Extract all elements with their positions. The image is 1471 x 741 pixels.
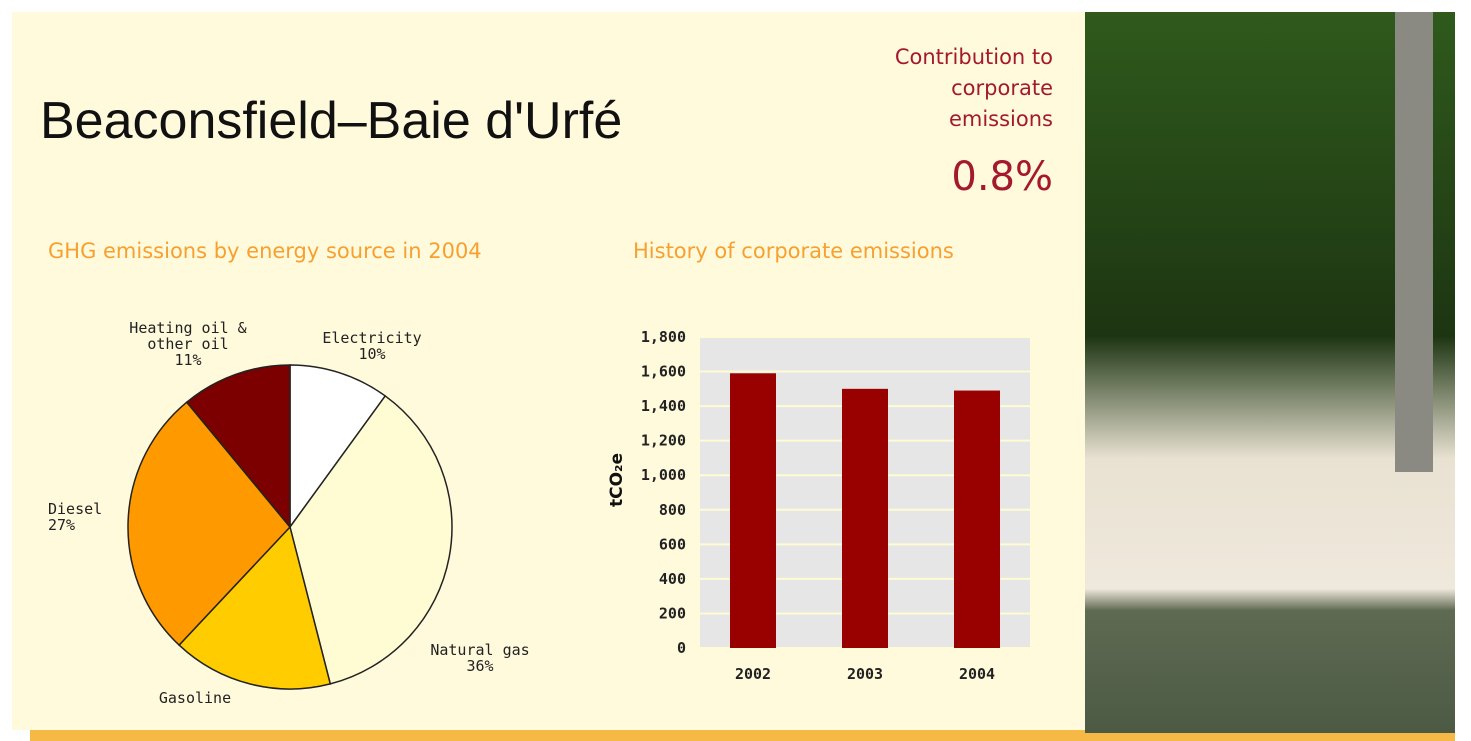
pie-label: Diesel 27% bbox=[48, 501, 168, 533]
y-tick-label: 1,400 bbox=[641, 397, 686, 415]
x-tick-label: 2002 bbox=[735, 665, 771, 683]
y-tick-label: 1,600 bbox=[641, 363, 686, 381]
pie-slice bbox=[289, 364, 387, 530]
contribution-label: Contribution to corporate emissions bbox=[894, 45, 1053, 131]
pie-label: Electricity 10% bbox=[312, 330, 432, 362]
pie-label-value: 36% bbox=[466, 657, 494, 675]
photo bbox=[1085, 12, 1455, 733]
pie-label: Natural gas 36% bbox=[420, 642, 540, 674]
page-title: Beaconsfield–Baie d'Urfé bbox=[40, 92, 622, 150]
bar bbox=[842, 388, 888, 648]
pie-label-value: 11% bbox=[174, 351, 202, 369]
pie-label: Gasoline bbox=[135, 690, 255, 706]
bar bbox=[730, 373, 776, 648]
pie-label-name: Diesel bbox=[48, 500, 103, 518]
bar bbox=[954, 390, 1000, 648]
x-tick-label: 2003 bbox=[847, 665, 883, 683]
y-tick-label: 1,000 bbox=[641, 466, 686, 484]
y-tick-label: 200 bbox=[659, 604, 686, 622]
chart-title: GHG emissions by energy source in 2004 bbox=[48, 239, 482, 263]
pie-label-value: 27% bbox=[48, 516, 76, 534]
y-tick-label: 400 bbox=[659, 570, 686, 588]
pie-slice bbox=[127, 401, 291, 647]
pie-slice bbox=[185, 364, 291, 530]
y-tick-label: 600 bbox=[659, 535, 686, 553]
pie-label-name: Natural gas bbox=[430, 641, 530, 659]
pie-label-name: Electricity bbox=[322, 329, 422, 347]
pie-slice bbox=[178, 525, 332, 690]
pie-label-value: 10% bbox=[358, 345, 386, 363]
y-tick-label: 1,200 bbox=[641, 432, 686, 450]
pie-label: Heating oil & other oil 11% bbox=[128, 320, 248, 368]
contribution-value: 0.8% bbox=[951, 154, 1053, 200]
y-tick-label: 800 bbox=[659, 501, 686, 519]
x-tick-label: 2004 bbox=[959, 665, 995, 683]
pie-slice bbox=[289, 394, 453, 685]
y-tick-label: 1,800 bbox=[641, 328, 686, 346]
photo-tree bbox=[1395, 12, 1433, 472]
chart-title: History of corporate emissions bbox=[633, 239, 954, 263]
pie-label-name: Gasoline bbox=[158, 689, 232, 707]
y-axis-label: tCO₂e bbox=[607, 453, 627, 507]
pie-label-name: Heating oil & other oil bbox=[129, 319, 247, 353]
y-tick-label: 0 bbox=[677, 639, 686, 657]
